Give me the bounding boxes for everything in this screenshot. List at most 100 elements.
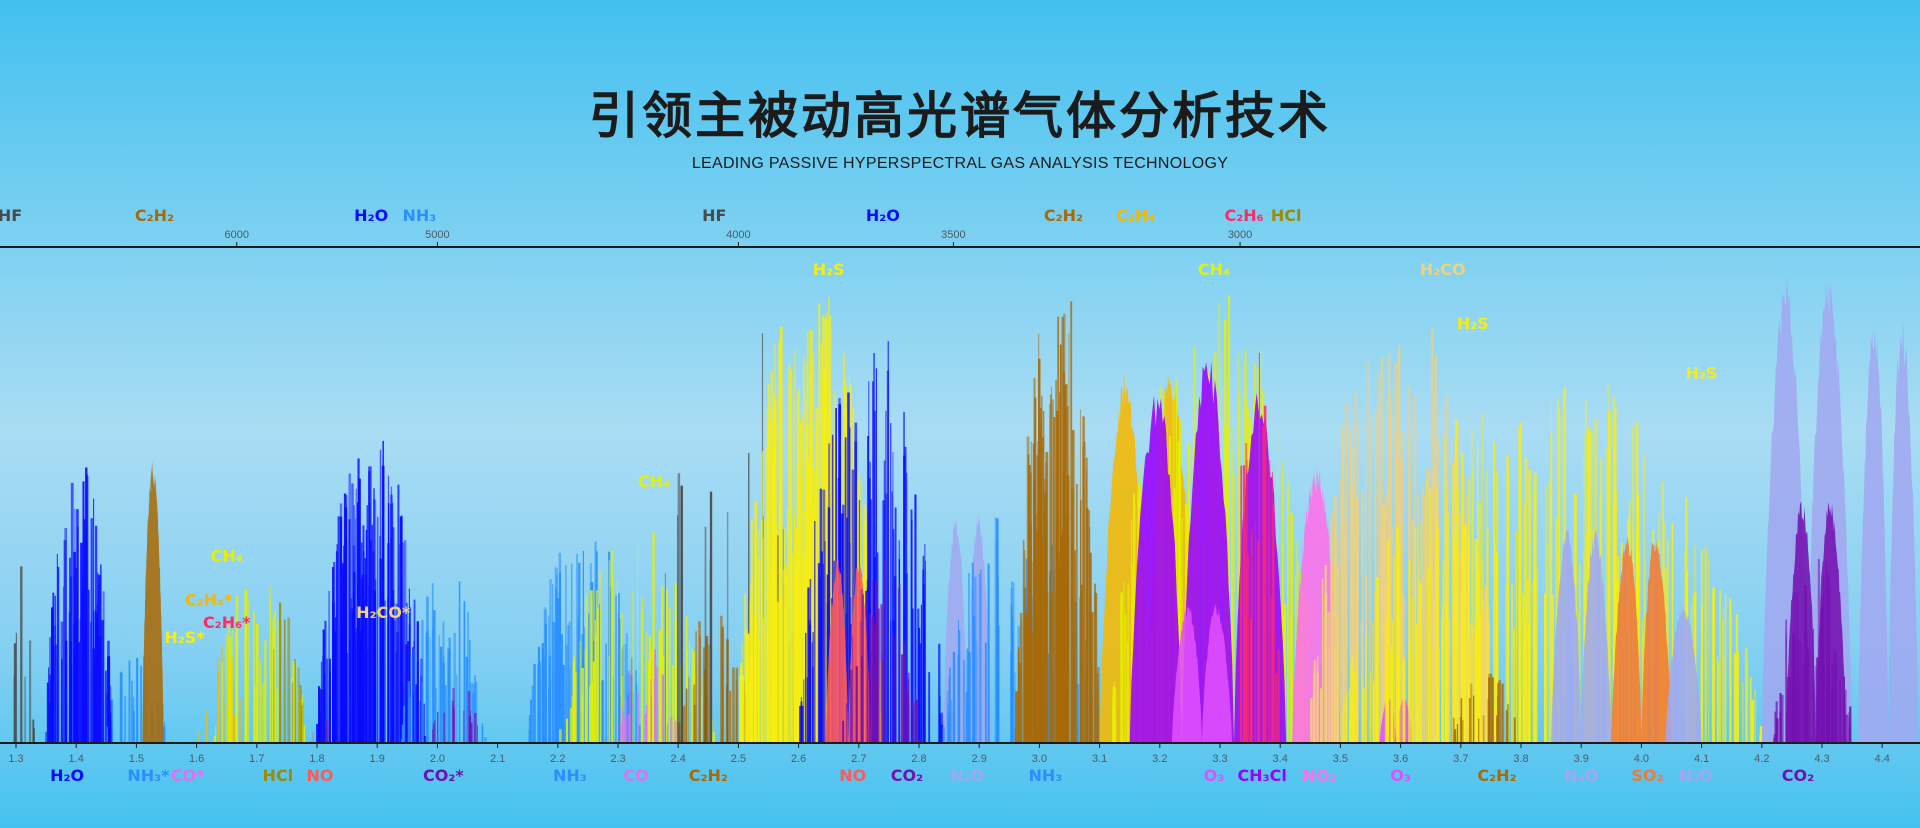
- gas-label-co2: CO₂*: [423, 766, 464, 785]
- bottom-tick-label: 4.0: [1634, 753, 1649, 765]
- bottom-tick-label: 2.7: [851, 753, 866, 765]
- gas-label-hcl: HCl: [263, 766, 294, 785]
- top-tick-label: 3000: [1228, 229, 1252, 241]
- bottom-tick-label: 1.4: [69, 753, 84, 765]
- gas-label-c2h2: C₂H₂: [1477, 766, 1516, 785]
- gas-label-n2o: N₂O: [950, 766, 984, 785]
- bottom-tick-label: 2.4: [671, 753, 686, 765]
- gas-label-nh3: NH₃: [1029, 766, 1063, 785]
- gas-label-no: NO: [307, 766, 334, 785]
- gas-label-n2o: N₂O: [1679, 766, 1713, 785]
- absorption-band-fill: [1551, 529, 1612, 743]
- bottom-tick-label: 2.6: [791, 753, 806, 765]
- gas-label-o3: O₃: [1204, 766, 1225, 785]
- band-n2o: [1665, 605, 1702, 743]
- gas-label-nh3: NH₃: [402, 206, 436, 225]
- bottom-tick-label: 2.1: [490, 753, 505, 765]
- band-co2: [1773, 558, 1852, 743]
- bottom-tick-label: 3.2: [1152, 753, 1167, 765]
- gas-label-h2co: H₂CO*: [356, 603, 411, 622]
- bottom-tick-label: 4.1: [1694, 753, 1709, 765]
- gas-label-c2h4: C₂H₄*: [185, 591, 233, 610]
- gas-label-co2: CO₂: [1782, 766, 1814, 785]
- bottom-tick-label: 2.0: [430, 753, 445, 765]
- band-co: [620, 649, 677, 743]
- bottom-tick-label: 3.5: [1333, 753, 1348, 765]
- band-c2h4: [197, 645, 242, 743]
- gas-label-ch3cl: CH₃Cl: [1237, 766, 1286, 785]
- gas-label-co: CO*: [171, 766, 205, 785]
- gas-label-c2h2: C₂H₂: [135, 206, 174, 225]
- top-tick-label: 6000: [224, 229, 248, 241]
- band-c2h2: [1452, 673, 1516, 743]
- gas-label-h2s: H₂S*: [164, 628, 205, 647]
- gas-label-c2h4: C₂H₄: [1116, 206, 1155, 225]
- gas-label-h2s: H₂S: [813, 260, 845, 279]
- gas-label-c2h6: C₂H₆: [1225, 206, 1264, 225]
- bottom-tick-label: 1.8: [309, 753, 324, 765]
- gas-label-h2s: H₂S: [1457, 314, 1489, 333]
- bottom-tick-label: 3.3: [1212, 753, 1227, 765]
- absorption-band-fill: [1665, 605, 1702, 743]
- bottom-tick-label: 3.6: [1393, 753, 1408, 765]
- bottom-tick-label: 3.0: [1032, 753, 1047, 765]
- page-subtitle: LEADING PASSIVE HYPERSPECTRAL GAS ANALYS…: [691, 155, 1229, 172]
- gas-label-h2co: H₂CO: [1420, 260, 1466, 279]
- bottom-tick-label: 2.3: [610, 753, 625, 765]
- band-c2h6: [1240, 352, 1280, 743]
- absorption-band-fill: [1858, 321, 1919, 743]
- band-co2: [431, 688, 479, 743]
- gas-label-o3: O₃: [1390, 766, 1411, 785]
- gas-label-h2s: H₂S: [1686, 364, 1718, 383]
- absorption-band-fill: [825, 557, 871, 743]
- band-so2: [1611, 535, 1672, 743]
- band-n2o: [1858, 321, 1919, 743]
- absorption-band-fill: [1785, 501, 1847, 743]
- gas-label-ch4: CH₄: [211, 546, 243, 565]
- gas-label-co2: CO₂: [891, 766, 923, 785]
- band-hcl: [273, 602, 304, 743]
- absorption-band-fill: [1611, 535, 1672, 743]
- bottom-tick-label: 4.2: [1754, 753, 1769, 765]
- gas-label-hf: HF: [702, 206, 726, 225]
- band-c2h2: [142, 458, 164, 743]
- bottom-tick-label: 1.6: [189, 753, 204, 765]
- axis-ticks: 1.3 1.4 1.5 1.6 1.7 1.8 1.9 2.0 2.1 2.2 2.3 2.4 2.5 2…: [8, 229, 1889, 765]
- bottom-tick-label: 1.3: [8, 753, 23, 765]
- bottom-tick-label: 3.8: [1513, 753, 1528, 765]
- bottom-tick-label: 4.3: [1814, 753, 1829, 765]
- gas-label-n2o: N₂O: [1564, 766, 1598, 785]
- page-title: 引领主被动高光谱气体分析技术: [589, 87, 1331, 145]
- bottom-tick-label: 3.4: [1273, 753, 1288, 765]
- top-tick-label: 4000: [726, 229, 750, 241]
- bottom-tick-label: 2.9: [972, 753, 987, 765]
- band-ch4: [559, 532, 715, 743]
- gas-label-c2h2: C₂H₂: [689, 766, 728, 785]
- bottom-tick-label: 3.7: [1453, 753, 1468, 765]
- top-tick-label: 5000: [425, 229, 449, 241]
- band-h2o: [316, 440, 427, 743]
- bottom-tick-label: 4.4: [1875, 753, 1890, 765]
- bottom-tick-label: 2.2: [550, 753, 565, 765]
- gas-label-h2o: H₂O: [354, 206, 388, 225]
- spectrum-bands: [13, 277, 1919, 743]
- gas-label-c2h2: C₂H₂: [1044, 206, 1083, 225]
- gas-label-ch4: CH₄: [1198, 260, 1230, 279]
- gas-label-co: CO: [623, 766, 648, 785]
- band-h2o: [44, 467, 113, 743]
- band-h2s: [1341, 383, 1763, 743]
- gas-label-ch4: CH₄: [638, 472, 670, 491]
- gas-label-no: NO: [839, 766, 866, 785]
- bottom-tick-label: 1.9: [370, 753, 385, 765]
- band-hf: [13, 566, 35, 743]
- band-o3: [1171, 604, 1233, 743]
- gas-label-h2o: H₂O: [866, 206, 900, 225]
- absorption-band-fill: [142, 458, 164, 743]
- band-co2: [1785, 501, 1847, 743]
- gas-label-nh3: NH₃: [553, 766, 587, 785]
- bottom-tick-label: 3.9: [1574, 753, 1589, 765]
- band-c2h2: [1014, 301, 1100, 743]
- band-n2o: [1551, 529, 1612, 743]
- bottom-tick-label: 3.1: [1092, 753, 1107, 765]
